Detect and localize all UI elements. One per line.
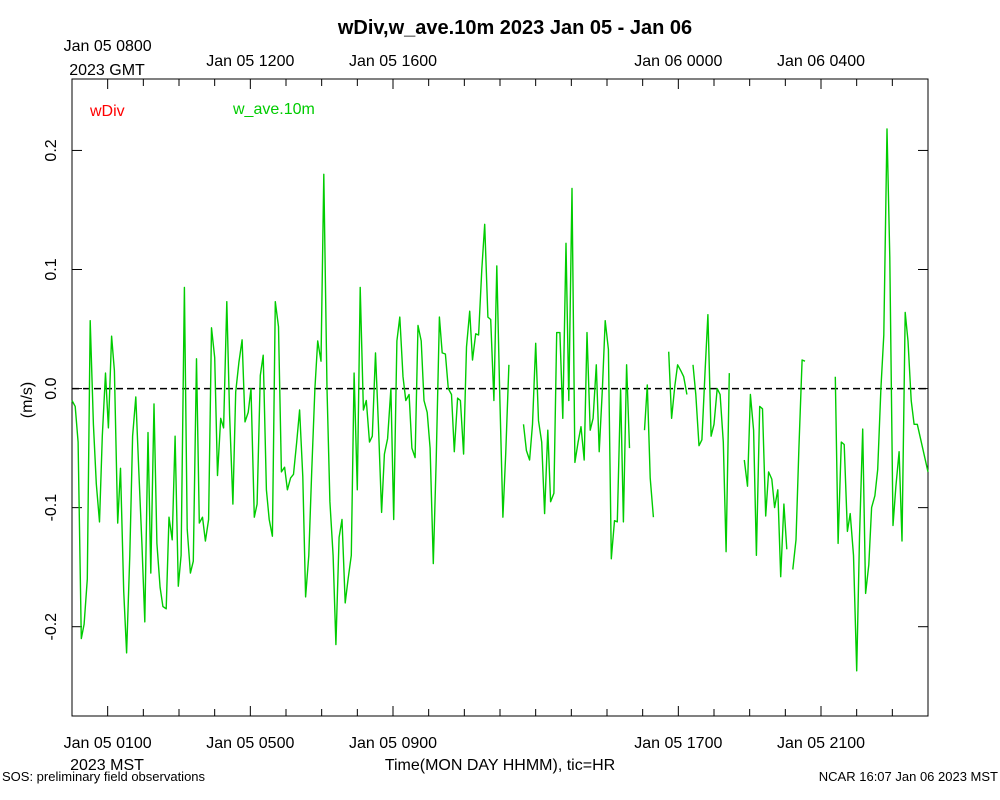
- bottom-axis-label: Jan 05 1700: [634, 735, 722, 752]
- series-line-segment: [792, 359, 806, 570]
- series-line-segment: [522, 187, 631, 560]
- legend: wDiv w_ave.10m: [89, 101, 315, 120]
- y-tick-label: -0.2: [43, 613, 60, 641]
- top-axis-timezone-label: 2023 GMT: [69, 62, 145, 79]
- top-axis-label: Jan 05 1200: [206, 53, 294, 70]
- top-axis-label: Jan 06 0400: [777, 53, 865, 70]
- bottom-axis-label: Jan 05 2100: [777, 735, 865, 752]
- chart-title: wDiv,w_ave.10m 2023 Jan 05 - Jan 06: [337, 17, 692, 39]
- series-line-segment: [668, 351, 688, 419]
- legend-entry-wdiv: wDiv: [89, 103, 125, 120]
- footer-right-note: NCAR 16:07 Jan 06 2023 MST: [819, 769, 998, 784]
- top-axis-label: Jan 05 1600: [349, 53, 437, 70]
- bottom-axis-label: Jan 05 0500: [206, 735, 294, 752]
- series-line-segment: [71, 173, 510, 654]
- series-line-segment: [643, 384, 655, 518]
- x-axis-label: Time(MON DAY HHMM), tic=HR: [385, 757, 615, 774]
- series-line-segment: [743, 393, 788, 578]
- footer-left-note: SOS: preliminary field observations: [2, 769, 206, 784]
- y-axis: -0.2 -0.1 0.0 0.1 0.2: [43, 139, 928, 640]
- bottom-axis-labels: Jan 05 0100 Jan 05 0500 Jan 05 0900 Jan 05 …: [64, 735, 866, 752]
- series-w-ave-10m: [71, 128, 929, 672]
- x-axis-ticks: [71, 79, 929, 716]
- series-line-segment: [692, 314, 730, 553]
- bottom-axis-label: Jan 05 0900: [349, 735, 437, 752]
- y-tick-label: 0.0: [43, 377, 60, 399]
- y-tick-label: 0.2: [43, 139, 60, 161]
- top-axis-labels: Jan 05 0800 Jan 05 1200 Jan 05 1600 Jan 06 …: [64, 38, 866, 70]
- y-axis-label: (m/s): [19, 382, 36, 418]
- bottom-axis-timezone-label: 2023 MST: [70, 757, 144, 774]
- legend-entry-w-ave-10m: w_ave.10m: [232, 101, 315, 118]
- y-tick-label: -0.1: [43, 494, 60, 522]
- series-line-segment: [834, 128, 929, 672]
- bottom-axis-label: Jan 05 0100: [64, 735, 152, 752]
- y-tick-label: 0.1: [43, 258, 60, 280]
- top-axis-label: Jan 05 0800: [64, 38, 152, 55]
- top-axis-label: Jan 06 0000: [634, 53, 722, 70]
